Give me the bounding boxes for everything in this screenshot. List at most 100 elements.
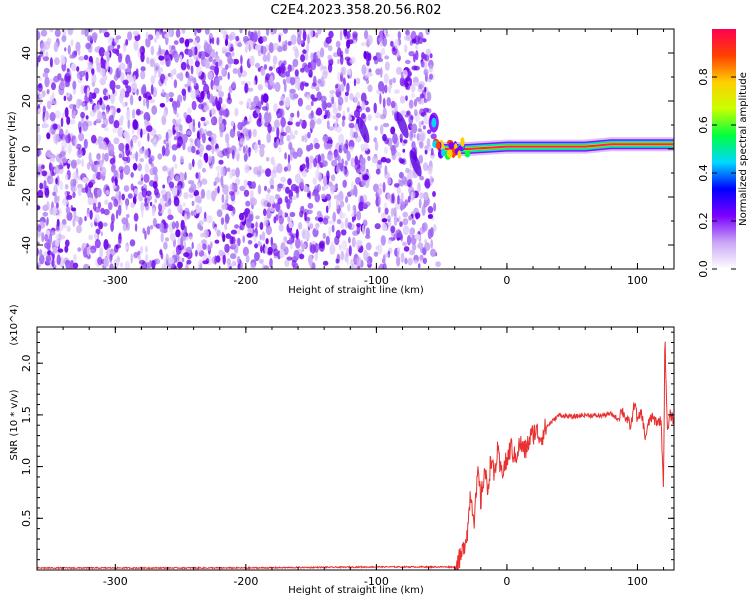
noise-cell — [64, 245, 69, 253]
noise-cell — [195, 249, 198, 257]
colorbar-tick-label: 0.2 — [697, 212, 710, 230]
noise-cell — [335, 40, 341, 48]
noise-cell — [367, 155, 371, 162]
noise-cell — [413, 81, 419, 87]
noise-cell — [155, 31, 160, 40]
noise-cell — [435, 261, 441, 267]
noise-cell — [404, 257, 408, 265]
noise-cell — [104, 199, 109, 206]
noise-cell — [46, 239, 50, 250]
noise-cell — [191, 145, 196, 154]
noise-cell — [201, 178, 208, 185]
noise-cell — [259, 234, 262, 241]
noise-cell — [221, 203, 228, 211]
noise-cell — [238, 146, 242, 152]
noise-cell — [342, 179, 348, 188]
noise-cell — [130, 172, 134, 178]
noise-cell — [43, 123, 49, 128]
noise-cell — [185, 246, 193, 254]
noise-cell — [109, 253, 113, 263]
noise-cell — [284, 152, 287, 160]
noise-cell — [345, 195, 349, 204]
noise-cell — [253, 95, 259, 105]
noise-cell — [267, 188, 271, 194]
noise-cell — [49, 112, 56, 122]
noise-cell — [130, 202, 136, 209]
snr-x-label: Height of straight line (km) — [288, 585, 424, 596]
noise-cell — [98, 47, 105, 57]
noise-cell — [184, 213, 188, 222]
noise-cell — [325, 205, 329, 214]
noise-cell — [197, 182, 201, 189]
noise-cell — [336, 47, 342, 57]
noise-cell — [373, 251, 379, 257]
noise-cell — [88, 152, 92, 162]
noise-cell — [309, 223, 314, 229]
noise-cell — [54, 57, 60, 66]
noise-cell — [101, 123, 106, 129]
noise-cell — [378, 195, 381, 206]
noise-cell — [133, 40, 139, 51]
noise-cell — [225, 34, 229, 41]
noise-cell — [164, 54, 170, 59]
noise-cell — [306, 43, 309, 54]
noise-cell — [37, 55, 41, 63]
noise-cell — [63, 47, 67, 52]
noise-cell — [242, 235, 245, 243]
noise-cell — [117, 44, 121, 49]
noise-cell — [137, 180, 144, 185]
noise-cell — [423, 114, 429, 125]
noise-cell — [288, 221, 293, 229]
noise-cell — [295, 228, 299, 240]
noise-cell — [317, 217, 324, 223]
noise-cell — [241, 119, 248, 126]
noise-cell — [49, 157, 56, 163]
noise-cell — [270, 185, 274, 190]
noise-cell — [150, 84, 154, 95]
noise-cell — [168, 91, 175, 98]
noise-cell — [61, 157, 67, 164]
noise-cell — [295, 121, 301, 127]
noise-cell — [82, 121, 89, 132]
noise-cell — [169, 49, 172, 55]
noise-cell — [419, 175, 425, 181]
noise-cell — [118, 64, 121, 72]
noise-cell — [205, 258, 210, 264]
noise-cell — [89, 209, 93, 220]
noise-cell — [141, 260, 147, 269]
noise-cell — [48, 162, 52, 172]
noise-cell — [234, 107, 239, 117]
noise-cell — [246, 98, 252, 109]
noise-cell — [125, 245, 129, 250]
noise-cell — [205, 144, 212, 151]
noise-cell — [280, 63, 286, 74]
noise-cell — [419, 254, 424, 262]
noise-cell — [123, 164, 131, 176]
noise-cell — [337, 96, 344, 106]
noise-cell — [160, 189, 167, 195]
noise-cell — [171, 221, 176, 230]
noise-cell — [354, 94, 357, 104]
noise-cell — [193, 77, 197, 87]
noise-cell — [287, 41, 292, 46]
noise-cell — [430, 227, 434, 238]
noise-cell — [220, 166, 226, 178]
noise-cell — [326, 120, 330, 130]
noise-cell — [172, 118, 177, 125]
noise-cell — [224, 213, 230, 224]
noise-cell — [141, 207, 144, 218]
noise-cell — [237, 263, 241, 269]
noise-cell — [326, 154, 333, 161]
noise-cell — [207, 71, 213, 80]
noise-cell — [366, 34, 373, 46]
noise-cell — [138, 95, 142, 102]
noise-cell — [61, 218, 67, 225]
noise-cell — [224, 38, 229, 47]
noise-cell — [83, 54, 89, 61]
noise-cell — [184, 171, 187, 181]
noise-cell — [284, 259, 290, 267]
noise-cell — [363, 50, 367, 60]
noise-cell — [264, 82, 268, 87]
noise-cell — [415, 50, 419, 61]
